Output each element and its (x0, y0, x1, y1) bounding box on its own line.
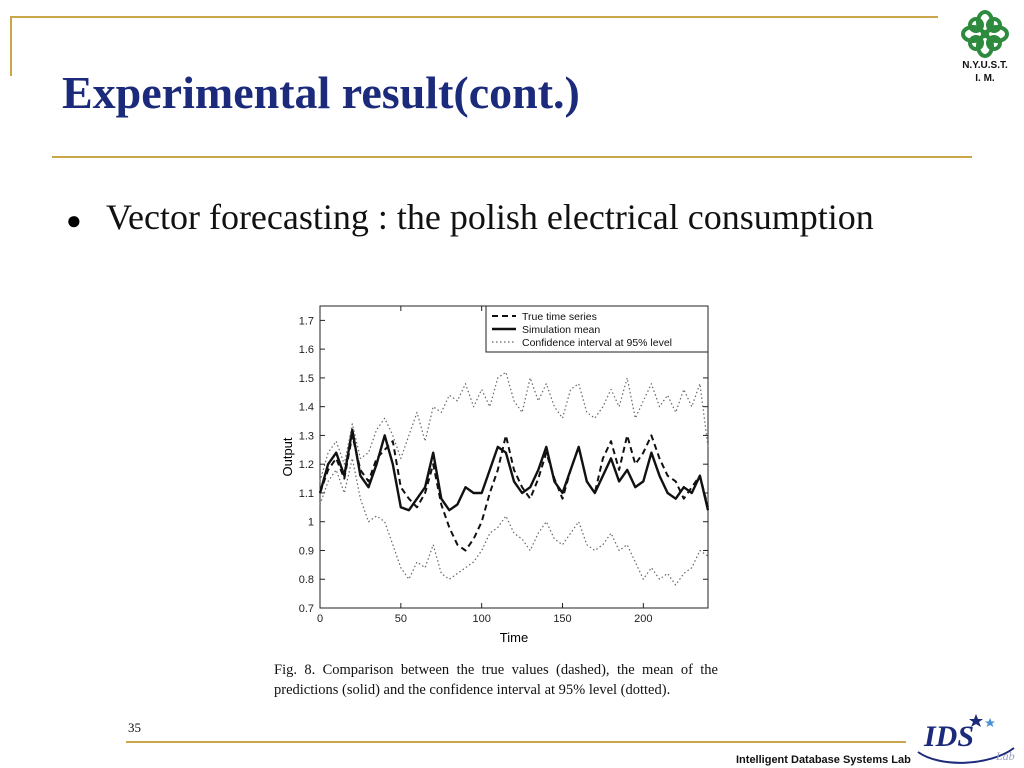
y-tick-label: 1.2 (299, 459, 314, 471)
y-axis: 0.7 0.8 0.9 1 1.1 1.2 1.3 1.4 1.5 1.6 1.7 (299, 315, 708, 615)
y-tick-label: 1 (308, 517, 314, 529)
legend-label: Simulation mean (522, 324, 600, 336)
y-axis-label: Output (280, 437, 295, 476)
logo-caption-line2: I. M. (975, 73, 995, 84)
y-tick-label: 1.5 (299, 373, 314, 385)
nyust-logo (961, 10, 1009, 58)
x-tick-label: 200 (634, 613, 652, 625)
ids-logo-icon: IDS Lab (917, 714, 1015, 764)
y-tick-label: 1.6 (299, 344, 314, 356)
x-tick-label: 0 (317, 613, 323, 625)
figure-caption: Fig. 8. Comparison between the true valu… (274, 662, 718, 698)
legend-label: True time series (522, 311, 597, 323)
y-tick-label: 0.7 (299, 603, 314, 615)
y-tick-label: 1.4 (299, 402, 314, 414)
y-tick-label: 1.3 (299, 430, 314, 442)
y-tick-label: 0.8 (299, 574, 314, 586)
decorative-top-rule (10, 16, 938, 18)
legend-box (485, 305, 709, 353)
x-axis: 0 50 100 150 200 (317, 306, 653, 625)
decorative-vertical-rule (10, 16, 12, 76)
series-line-dotted-lower (319, 457, 709, 586)
ids-lab-logo: IDS Lab (917, 714, 1015, 764)
x-tick-label: 150 (553, 613, 571, 625)
slide-title: Experimental result(cont.) (62, 67, 580, 118)
legend-label: Confidence interval at 95% level (522, 337, 672, 349)
bullet-text: Vector forecasting : the polish electric… (106, 197, 874, 237)
footer-rule (126, 741, 906, 743)
svg-text:IDS: IDS (923, 720, 974, 753)
flower-icon (961, 10, 1009, 58)
x-tick-label: 50 (395, 613, 407, 625)
y-tick-label: 1.7 (299, 315, 314, 327)
x-axis-label: Time (500, 630, 528, 645)
x-tick-label: 100 (472, 613, 490, 625)
forecast-chart: 0.7 0.8 0.9 1 1.1 1.2 1.3 1.4 1.5 1.6 1.7 0 50 100 15… (272, 300, 712, 652)
series-line-dotted-upper (319, 371, 709, 482)
title-underline (52, 156, 972, 158)
logo-caption-line1: N.Y.U.S.T. (962, 60, 1008, 71)
bullet-marker: ● (66, 206, 82, 235)
y-tick-label: 1.1 (299, 488, 314, 500)
footer-lab-name: Intelligent Database Systems Lab (736, 754, 911, 766)
series-line-dashed (319, 434, 709, 552)
series-lines (318, 371, 710, 586)
y-tick-label: 0.9 (299, 545, 314, 557)
series-line-solid (318, 428, 710, 512)
svg-text:Lab: Lab (995, 749, 1015, 763)
slide-number: 35 (128, 720, 141, 735)
